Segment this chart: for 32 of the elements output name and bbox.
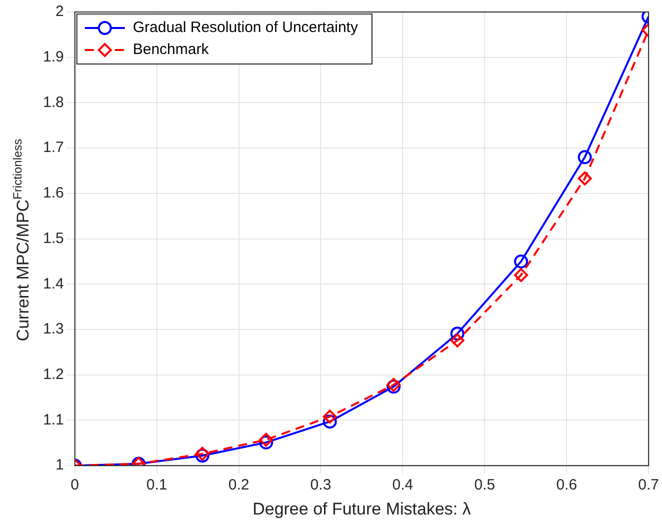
y-tick-label: 1.8 [42, 94, 64, 111]
x-tick-label: 0.5 [474, 476, 496, 494]
y-tick-label: 1.6 [42, 184, 64, 202]
x-tick-label: 0.6 [556, 476, 578, 494]
y-tick-label: 1.4 [42, 275, 64, 292]
point [578, 171, 592, 186]
x-tick-label: 0.1 [146, 476, 168, 494]
point [514, 254, 528, 268]
y-tick-label: 1.5 [42, 230, 64, 247]
point [259, 432, 274, 447]
point [514, 268, 528, 282]
y-tick-label: 1.2 [42, 366, 64, 384]
y-tick-label: 1.3 [42, 320, 64, 338]
y-tick-label: 1 [56, 456, 64, 474]
point [322, 414, 337, 429]
y-tick-label: 1.9 [42, 48, 64, 66]
x-tick-label: 0 [70, 476, 80, 494]
legend-label: Benchmark [132, 41, 210, 58]
legend-label: Gradual Resolution of Uncertainty [132, 19, 358, 36]
point [450, 333, 464, 348]
x-axis-title: Degree of Future Mistakes: λ [252, 499, 472, 518]
y-tick-label: 1.7 [42, 139, 64, 156]
x-tick-label: 0.7 [638, 476, 660, 494]
point [322, 410, 337, 424]
point [578, 150, 592, 164]
x-tick-label: 0.3 [310, 476, 332, 494]
point [259, 435, 274, 450]
y-tick-label: 2 [56, 3, 64, 20]
x-tick-label: 0.4 [392, 476, 414, 494]
x-tick-label: 0.2 [228, 476, 250, 494]
y-tick-label: 1.1 [42, 411, 64, 428]
point [450, 326, 464, 341]
